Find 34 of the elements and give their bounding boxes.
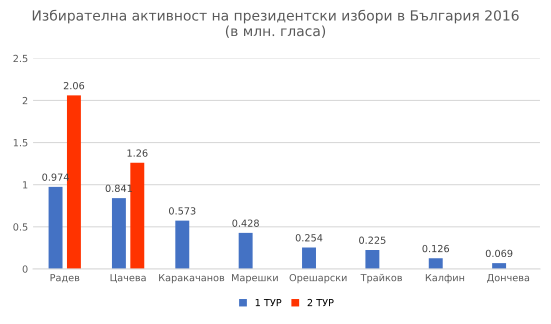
x-tick-label: Калфин — [426, 274, 464, 284]
chart-title: Избирателна активност на президентски избори в България 2016 (в млн. гласа) — [32, 10, 519, 38]
data-label: 0.254 — [296, 234, 322, 242]
x-tick-label: Радев — [50, 274, 80, 283]
y-tick-label: 2.5 — [13, 54, 28, 62]
bar — [112, 198, 126, 269]
data-label: 0.573 — [169, 207, 196, 215]
x-tick-label: Цачева — [110, 274, 146, 283]
bar — [130, 162, 144, 269]
x-tick-label: Каракачанов — [159, 274, 224, 284]
y-tick-label: 1 — [23, 181, 28, 188]
x-tick-label: Трайков — [360, 274, 402, 284]
legend-label: 1 ТУР — [256, 299, 282, 306]
legend-label: 2 ТУР — [308, 298, 334, 306]
bar — [492, 263, 506, 269]
x-tick-label: Марешки — [232, 274, 278, 284]
y-tick-label: 0.5 — [13, 223, 28, 231]
bar — [238, 232, 253, 269]
bar — [48, 186, 63, 269]
y-tick-label: 2 — [22, 96, 28, 104]
data-label: 0.069 — [486, 250, 512, 258]
x-tick-label: Дончева — [487, 274, 530, 283]
y-tick-label: 1.5 — [14, 139, 28, 146]
y-tick-label: 0 — [22, 265, 28, 273]
data-label: 1.26 — [128, 149, 148, 157]
bar — [428, 258, 443, 269]
data-label: 0.225 — [359, 236, 386, 244]
bar — [365, 250, 380, 269]
data-label: 0.428 — [232, 219, 259, 227]
data-label: 2.06 — [64, 82, 84, 90]
bar — [175, 220, 190, 269]
data-label: 0.126 — [422, 244, 450, 252]
bar — [302, 248, 316, 269]
x-tick-label: Орешарски — [290, 274, 346, 284]
